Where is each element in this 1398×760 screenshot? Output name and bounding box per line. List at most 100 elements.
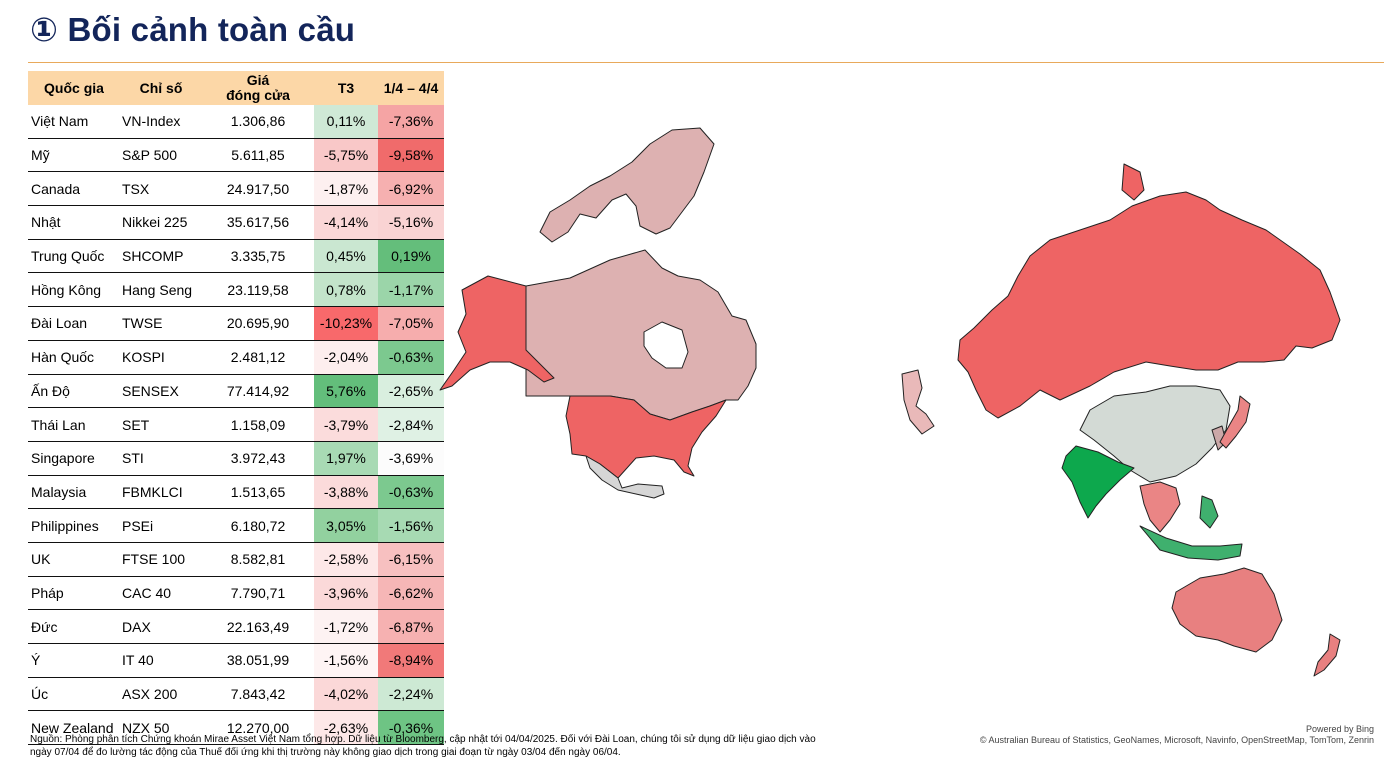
cell-t3-change: 0,11% [314, 105, 378, 139]
cell-index: ASX 200 [119, 677, 202, 712]
region-indonesia [1139, 525, 1243, 561]
cell-country: UK [28, 542, 119, 577]
header-close-price: Giá đóng cửa [202, 71, 314, 105]
cell-index: SENSEX [119, 374, 202, 409]
table-row: Hàn Quốc KOSPI 2.481,12 -2,04% -0,63% [28, 340, 444, 375]
north-america-map [439, 127, 757, 499]
cell-period-change: -8,94% [378, 643, 444, 678]
table-row: Ý IT 40 38.051,99 -1,56% -8,94% [28, 643, 444, 678]
table-row: Đài Loan TWSE 20.695,90 -10,23% -7,05% [28, 306, 444, 341]
cell-close-price: 23.119,58 [202, 272, 314, 308]
cell-index: SET [119, 407, 202, 442]
table-row: Pháp CAC 40 7.790,71 -3,96% -6,62% [28, 576, 444, 611]
cell-t3-change: 1,97% [314, 441, 378, 476]
cell-index: KOSPI [119, 340, 202, 375]
cell-t3-change: -10,23% [314, 306, 378, 341]
cell-country: Ý [28, 643, 119, 678]
cell-country: Việt Nam [28, 105, 119, 139]
powered-by-bing: Powered by Bing [1305, 724, 1374, 734]
cell-country: Hàn Quốc [28, 340, 119, 375]
region-canada-islands [539, 127, 715, 243]
cell-period-change: -3,69% [378, 441, 444, 476]
market-index-table: Quốc gia Chỉ số Giá đóng cửa T3 1/4 – 4/4… [28, 71, 444, 746]
table-row: Úc ASX 200 7.843,42 -4,02% -2,24% [28, 677, 444, 712]
cell-index: S&P 500 [119, 138, 202, 173]
table-row: Singapore STI 3.972,43 1,97% -3,69% [28, 441, 444, 476]
cell-index: CAC 40 [119, 576, 202, 611]
cell-t3-change: -2,04% [314, 340, 378, 375]
cell-period-change: -0,63% [378, 475, 444, 510]
cell-index: STI [119, 441, 202, 476]
region-russia [957, 191, 1341, 419]
cell-period-change: 0,19% [378, 239, 444, 274]
cell-t3-change: -3,79% [314, 407, 378, 442]
cell-close-price: 77.414,92 [202, 374, 314, 409]
region-europe-west [901, 369, 935, 435]
region-canada [525, 249, 757, 421]
table-body: Việt Nam VN-Index 1.306,86 0,11% -7,36% Mỹ S&P… [28, 105, 444, 746]
cell-country: Úc [28, 677, 119, 712]
region-usa [565, 395, 727, 479]
cell-period-change: -6,92% [378, 171, 444, 207]
cell-t3-change: -4,02% [314, 677, 378, 712]
header-close-line1: Giá [246, 72, 270, 88]
region-alaska [439, 275, 555, 391]
cell-index: FBMKLCI [119, 475, 202, 510]
cell-close-price: 1.158,09 [202, 407, 314, 442]
source-note: Nguồn: Phòng phân tích Chứng khoán Mirae… [30, 734, 816, 758]
table-row: UK FTSE 100 8.582,81 -2,58% -6,15% [28, 542, 444, 577]
cell-period-change: -2,65% [378, 374, 444, 409]
header-period: 1/4 – 4/4 [378, 71, 444, 105]
cell-t3-change: -2,63% [314, 710, 378, 746]
cell-close-price: 2.481,12 [202, 340, 314, 375]
header-index: Chỉ số [119, 71, 202, 105]
cell-country: Nhật [28, 205, 119, 240]
cell-t3-change: 5,76% [314, 374, 378, 409]
table-row: Ấn Độ SENSEX 77.414,92 5,76% -2,65% [28, 374, 444, 409]
region-new-zealand [1313, 633, 1341, 677]
table-row: Malaysia FBMKLCI 1.513,65 -3,88% -0,63% [28, 475, 444, 510]
region-mexico [585, 455, 665, 499]
cell-t3-change: -3,96% [314, 576, 378, 611]
cell-country: Singapore [28, 441, 119, 476]
asia-pacific-map [901, 163, 1341, 677]
cell-t3-change: -1,56% [314, 643, 378, 678]
cell-close-price: 20.695,90 [202, 306, 314, 341]
cell-index: FTSE 100 [119, 542, 202, 577]
cell-country: Trung Quốc [28, 239, 119, 274]
cell-country: Ấn Độ [28, 374, 119, 409]
cell-t3-change: -3,88% [314, 475, 378, 510]
cell-t3-change: -4,14% [314, 205, 378, 240]
cell-close-price: 12.270,00 [202, 710, 314, 746]
table-header-row: Quốc gia Chỉ số Giá đóng cửa T3 1/4 – 4/4 [28, 71, 444, 105]
cell-country: Đài Loan [28, 306, 119, 341]
cell-close-price: 1.306,86 [202, 105, 314, 139]
cell-period-change: -1,56% [378, 508, 444, 543]
region-philippines [1199, 495, 1219, 529]
page-title: ① Bối cảnh toàn cầu [30, 11, 356, 48]
header-country: Quốc gia [28, 71, 119, 105]
table-row: Nhật Nikkei 225 35.617,56 -4,14% -5,16% [28, 205, 444, 240]
cell-close-price: 3.972,43 [202, 441, 314, 476]
cell-close-price: 1.513,65 [202, 475, 314, 510]
cell-t3-change: -2,58% [314, 542, 378, 577]
cell-close-price: 8.582,81 [202, 542, 314, 577]
table-row: Trung Quốc SHCOMP 3.335,75 0,45% 0,19% [28, 239, 444, 274]
cell-close-price: 5.611,85 [202, 138, 314, 173]
cell-period-change: -5,16% [378, 205, 444, 240]
cell-close-price: 6.180,72 [202, 508, 314, 543]
world-map [439, 127, 1341, 677]
cell-country: Philippines [28, 508, 119, 543]
cell-index: Nikkei 225 [119, 205, 202, 240]
region-china [1079, 385, 1231, 483]
cell-close-price: 3.335,75 [202, 239, 314, 274]
cell-close-price: 24.917,50 [202, 171, 314, 207]
cell-period-change: -1,17% [378, 272, 444, 308]
cell-close-price: 7.843,42 [202, 677, 314, 712]
cell-index: DAX [119, 609, 202, 644]
table-row: Hồng Kông Hang Seng 23.119,58 0,78% -1,17% [28, 272, 444, 308]
cell-index: TWSE [119, 306, 202, 341]
map-credits: © Australian Bureau of Statistics, GeoNa… [979, 735, 1374, 745]
cell-t3-change: -1,87% [314, 171, 378, 207]
cell-index: Hang Seng [119, 272, 202, 308]
